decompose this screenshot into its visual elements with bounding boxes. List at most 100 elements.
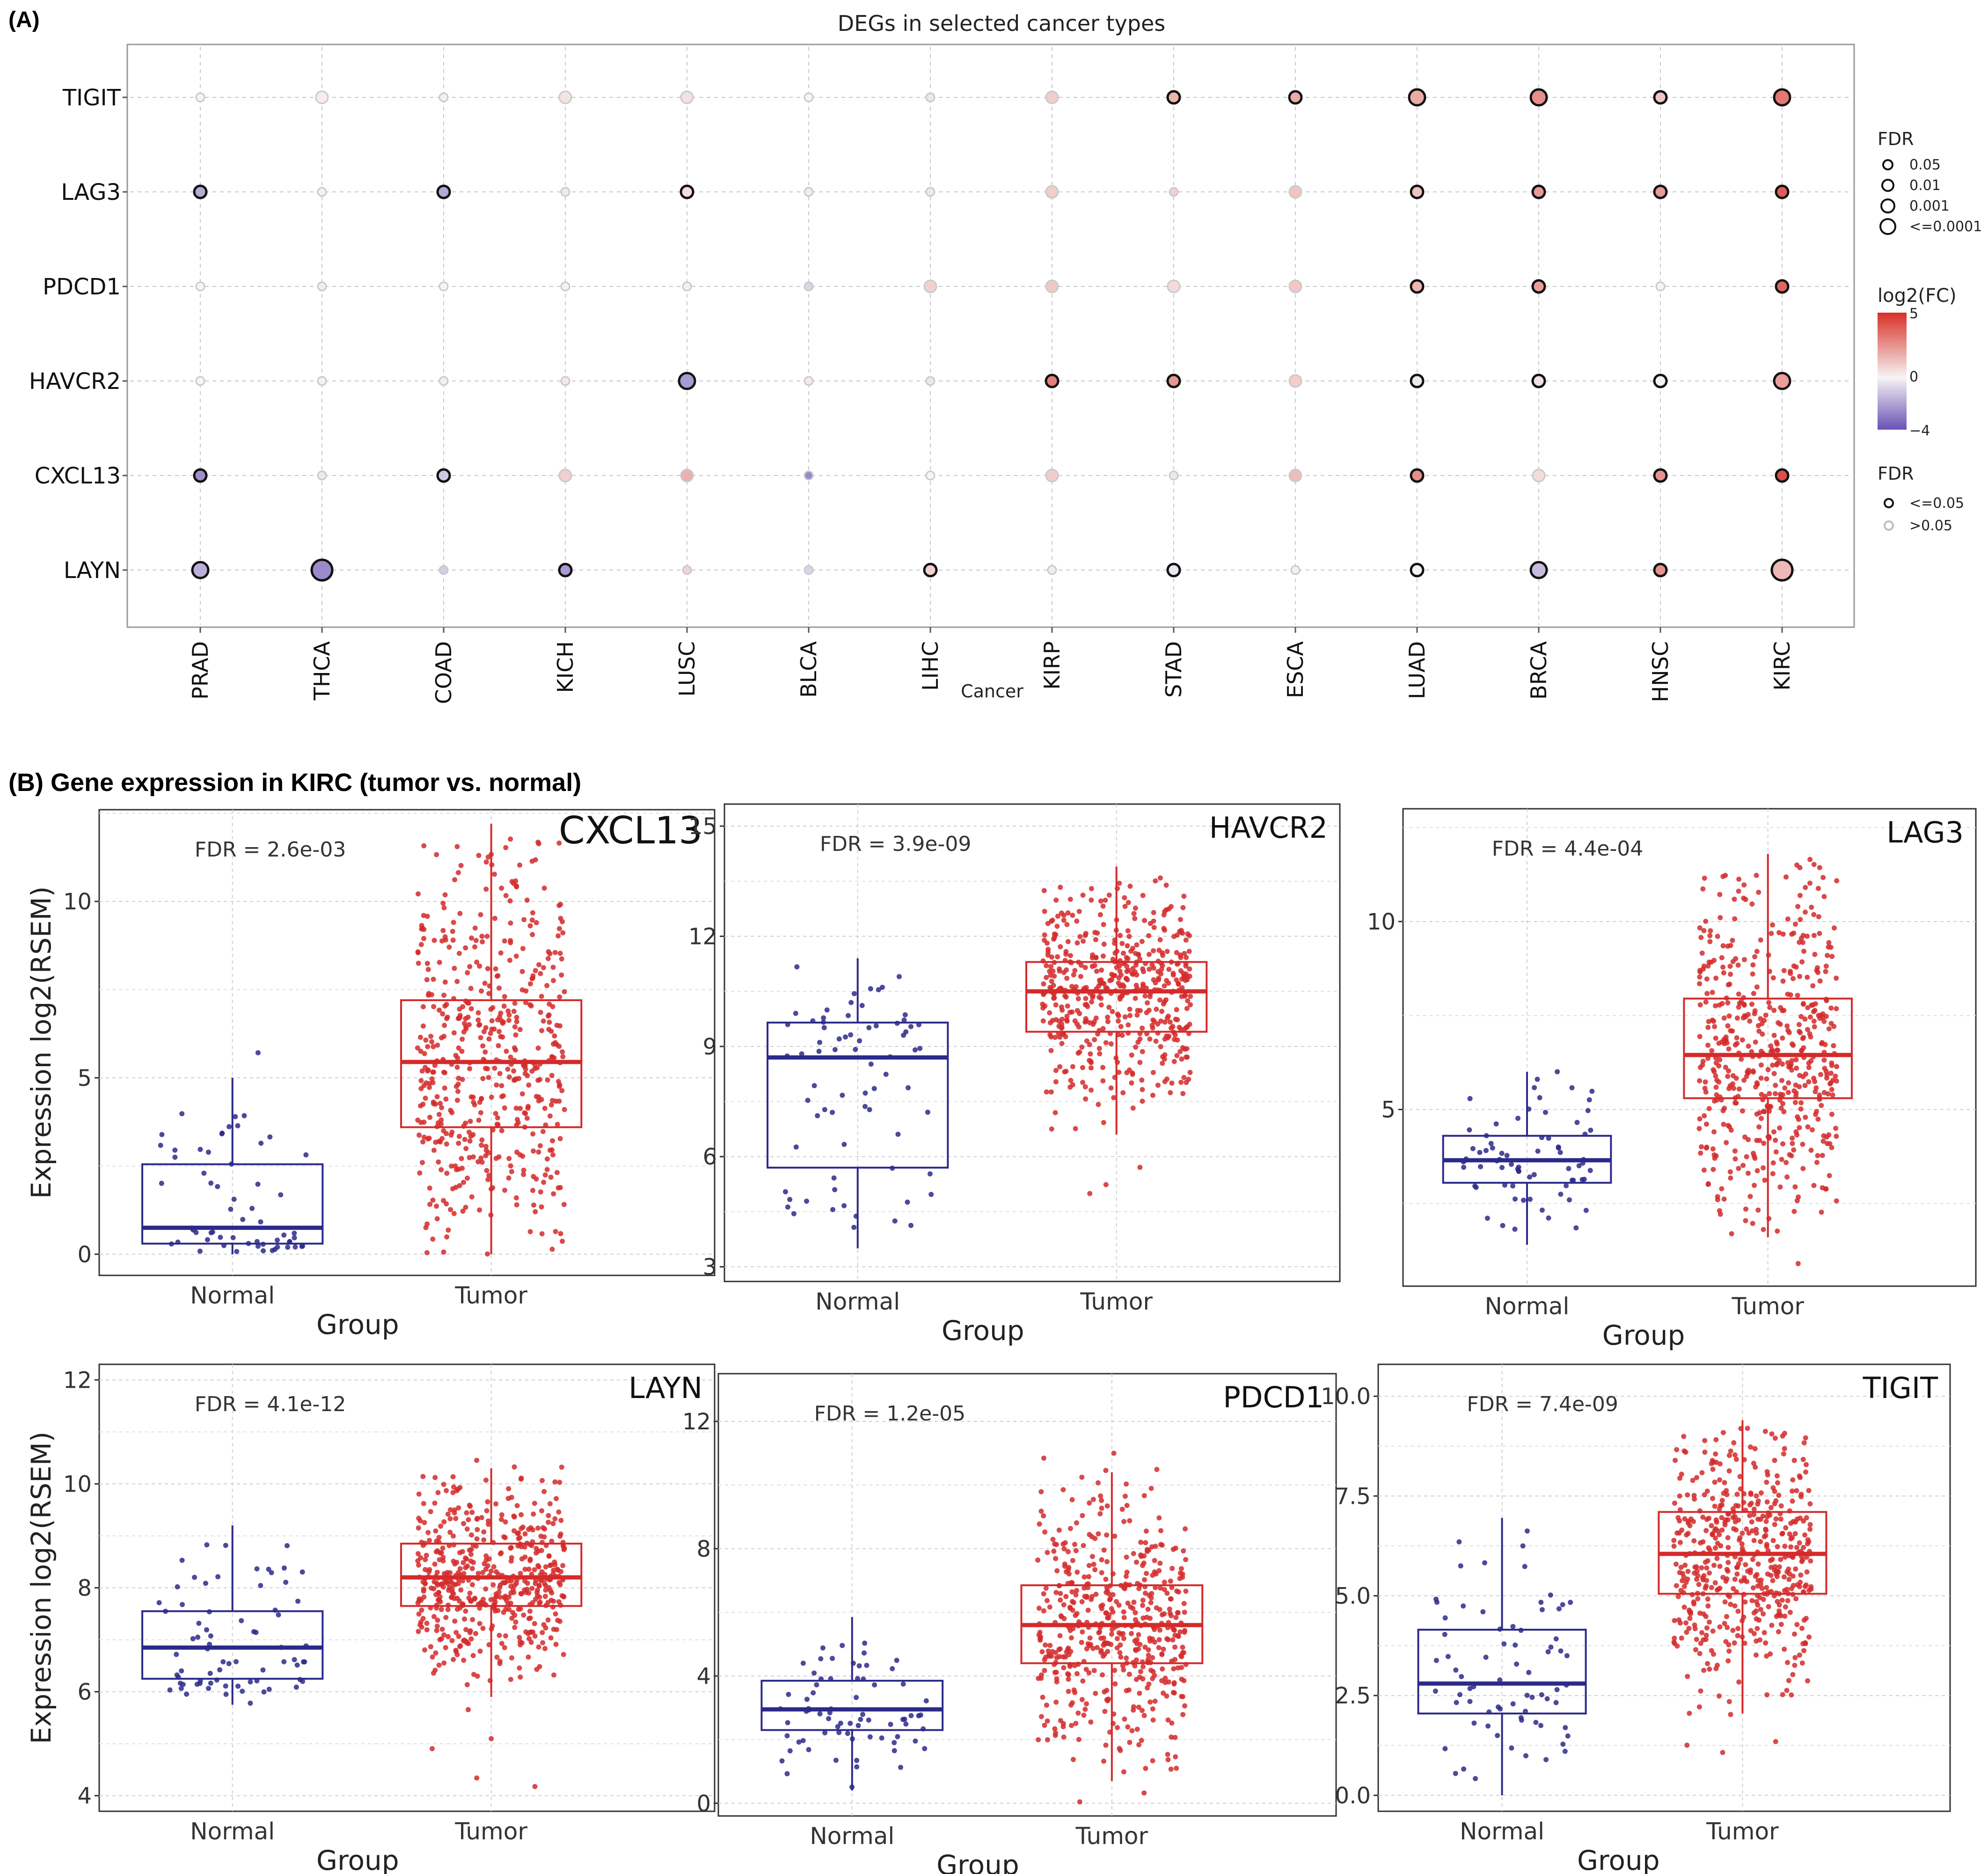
tumor-point	[470, 1653, 476, 1658]
tumor-point	[1140, 1597, 1146, 1603]
tumor-point	[519, 969, 525, 974]
legend-fdr-size-label: 0.05	[1909, 157, 1941, 173]
tumor-point	[1829, 1145, 1835, 1150]
dot-pdcd1-brca	[1531, 279, 1546, 294]
tumor-point	[491, 1026, 497, 1032]
tumor-point	[1101, 1642, 1106, 1648]
tumor-point	[479, 1142, 484, 1148]
tumor-point	[1774, 1062, 1780, 1068]
tumor-point	[1137, 1642, 1143, 1647]
tumor-point	[1137, 1164, 1143, 1170]
tumor-point	[437, 1007, 442, 1013]
tumor-point	[1697, 1116, 1703, 1122]
tumor-point	[1806, 1079, 1812, 1084]
tumor-point	[1179, 1056, 1184, 1062]
tumor-point	[455, 1089, 460, 1094]
tumor-point	[512, 1625, 518, 1630]
tumor-point	[488, 1031, 493, 1036]
normal-point	[240, 1689, 245, 1694]
tumor-point	[1096, 1531, 1101, 1537]
tumor-point	[508, 940, 513, 945]
tumor-point	[1069, 1009, 1075, 1015]
tumor-point	[1751, 1512, 1757, 1517]
tumor-point	[1732, 1514, 1738, 1520]
tumor-point	[1175, 1610, 1181, 1616]
tumor-point	[1834, 1064, 1840, 1069]
tumor-point	[500, 1580, 506, 1585]
tumor-point	[1105, 1019, 1111, 1025]
tumor-point	[1043, 1585, 1049, 1591]
tumor-point	[1180, 1712, 1186, 1717]
tumor-point	[1105, 1014, 1111, 1020]
normal-point	[883, 1071, 889, 1077]
normal-point	[1554, 1687, 1560, 1692]
tumor-point	[453, 1053, 459, 1058]
tumor-point	[556, 1580, 562, 1585]
normal-point	[223, 1691, 229, 1697]
tumor-point	[441, 1660, 447, 1666]
normal-point	[840, 1643, 845, 1648]
normal-point	[835, 1724, 841, 1729]
tumor-point	[1790, 1672, 1796, 1677]
tumor-point	[1674, 1447, 1680, 1452]
tumor-point	[1730, 1628, 1736, 1633]
tumor-point	[1797, 1652, 1802, 1658]
tumor-point	[1131, 911, 1137, 916]
normal-point	[851, 1224, 857, 1230]
tumor-point	[439, 938, 445, 944]
tumor-point	[422, 1581, 428, 1587]
dot-lag3-stad	[1169, 187, 1179, 197]
normal-box	[760, 1680, 944, 1731]
tumor-point	[1169, 1735, 1174, 1740]
tumor-point	[1798, 917, 1803, 922]
tumor-point	[1181, 1548, 1186, 1554]
tumor-point	[1703, 1614, 1709, 1619]
tumor-point	[1763, 1528, 1769, 1533]
tumor-point	[1730, 937, 1735, 943]
tumor-point	[1719, 1039, 1725, 1045]
tumor-point	[1142, 918, 1147, 923]
tumor-point	[1807, 856, 1813, 862]
tumor-point	[1124, 1574, 1129, 1579]
tumor-point	[456, 1581, 461, 1586]
tumor-point	[456, 1045, 461, 1051]
tumor-point	[1694, 1568, 1700, 1574]
tumor-point	[1124, 1569, 1130, 1575]
tumor-point	[1771, 1129, 1776, 1135]
tumor-point	[1728, 1175, 1733, 1181]
normal-point	[1585, 1108, 1591, 1113]
normal-point	[1467, 1698, 1473, 1704]
tumor-point	[497, 1659, 503, 1664]
tumor-point	[1695, 1596, 1701, 1602]
tumor-point	[1751, 991, 1756, 996]
tumor-point	[1168, 904, 1174, 909]
normal-point	[814, 1682, 819, 1688]
tumor-point	[416, 891, 421, 897]
boxplot-frame	[98, 809, 716, 1276]
tumor-point	[552, 950, 558, 955]
tumor-point	[1711, 1563, 1717, 1568]
tumor-point	[463, 1608, 468, 1614]
tumor-point	[475, 1159, 481, 1164]
tumor-point	[1694, 1564, 1699, 1570]
tumor-point	[1133, 982, 1139, 988]
dot-layn-esca	[1290, 565, 1301, 575]
tumor-point	[1706, 1515, 1712, 1521]
tumor-point	[1066, 1549, 1071, 1554]
tumor-point	[1133, 996, 1138, 1001]
tumor-point	[1070, 1757, 1076, 1762]
tumor-point	[518, 1571, 523, 1576]
tumor-point	[451, 1211, 457, 1216]
tumor-point	[1056, 1647, 1062, 1652]
tumor-point	[1187, 966, 1192, 972]
tumor-point	[1168, 1578, 1173, 1584]
x-tick-label-coad: COAD	[431, 641, 456, 704]
tumor-point	[1072, 1663, 1078, 1669]
tumor-point	[1082, 1574, 1087, 1580]
tumor-point	[1719, 1515, 1725, 1521]
normal-point	[156, 1600, 162, 1605]
tumor-point	[1162, 983, 1167, 988]
tumor-point	[1826, 944, 1831, 950]
normal-point	[1477, 1149, 1483, 1155]
tumor-point	[1710, 1167, 1716, 1172]
